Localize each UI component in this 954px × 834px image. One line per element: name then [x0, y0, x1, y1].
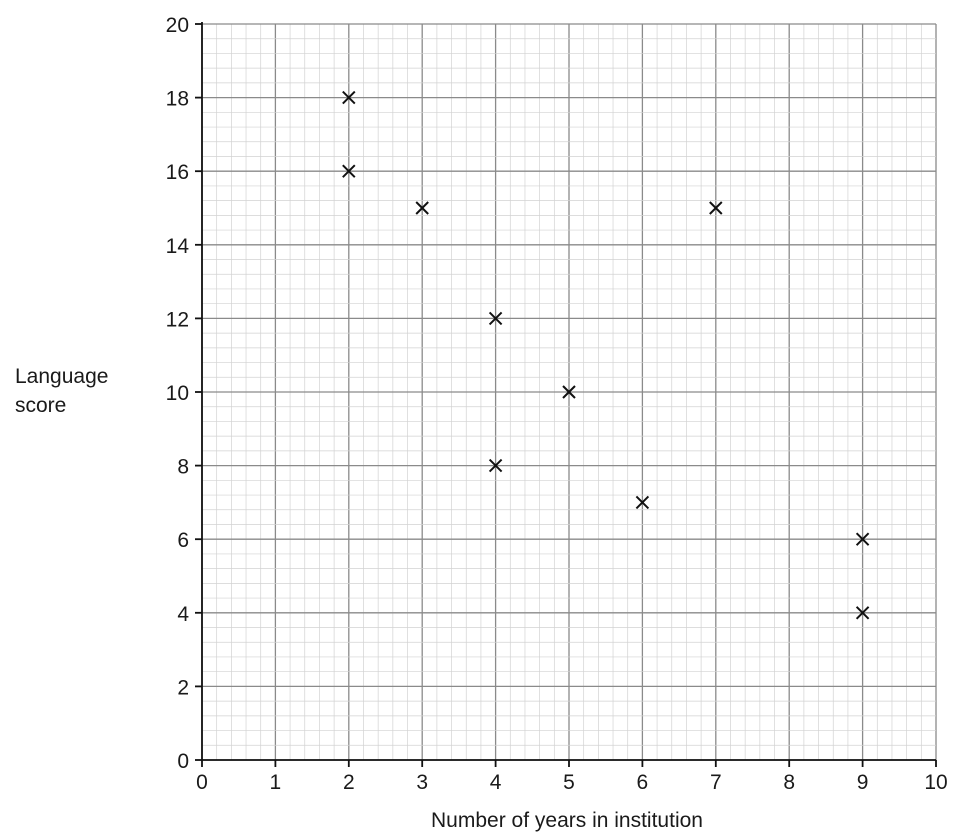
data-point-x-marker — [488, 458, 503, 473]
y-tick-label: 0 — [177, 750, 189, 773]
data-point-x-marker — [855, 606, 870, 620]
data-point-x-marker — [562, 385, 576, 399]
x-axis-label: Number of years in institution — [431, 809, 703, 832]
x-tick-label: 1 — [270, 771, 282, 794]
y-tick-label: 12 — [166, 308, 189, 331]
y-tick-label: 2 — [177, 676, 189, 699]
x-tick-label: 8 — [783, 771, 795, 794]
data-point-x-marker — [855, 532, 870, 546]
x-tick-label: 3 — [416, 771, 428, 794]
y-tick-label: 10 — [166, 382, 189, 405]
y-tick-label: 20 — [166, 14, 189, 37]
axes — [195, 22, 937, 767]
y-tick-label: 4 — [177, 603, 189, 626]
data-point-x-marker — [342, 90, 356, 105]
data-point-x-marker — [635, 495, 650, 510]
data-point-x-marker — [342, 164, 356, 178]
y-tick-label: 14 — [166, 235, 190, 258]
data-points — [342, 90, 870, 620]
y-axis-label-line-1: Language — [15, 365, 108, 388]
x-tick-label: 2 — [343, 771, 355, 794]
data-point-x-marker — [709, 201, 723, 215]
x-tick-label: 7 — [710, 771, 722, 794]
x-tick-label: 0 — [196, 771, 208, 794]
x-tick-label: 9 — [857, 771, 869, 794]
y-tick-labels: 0 2 4 6 8 10 12 14 16 18 20 — [166, 14, 190, 773]
x-tick-label: 10 — [924, 771, 947, 794]
x-tick-labels: 0 1 2 3 4 5 6 7 8 9 10 — [196, 771, 948, 794]
y-axis-label-line-2: score — [15, 394, 66, 417]
data-point-x-marker — [415, 201, 429, 215]
data-point-x-marker — [488, 311, 503, 326]
y-tick-label: 16 — [166, 161, 189, 184]
x-tick-label: 5 — [563, 771, 575, 794]
x-tick-label: 6 — [637, 771, 649, 794]
y-tick-label: 8 — [177, 456, 189, 479]
grid — [201, 23, 937, 761]
x-tick-label: 4 — [490, 771, 502, 794]
y-tick-label: 6 — [177, 529, 189, 552]
y-tick-label: 18 — [166, 88, 189, 111]
